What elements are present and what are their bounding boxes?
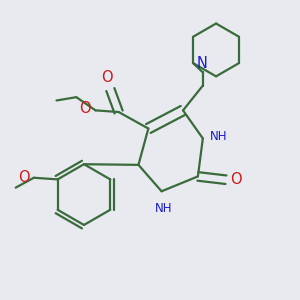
Text: N: N [197, 56, 208, 71]
Text: O: O [80, 101, 91, 116]
Text: O: O [18, 169, 30, 184]
Text: O: O [230, 172, 242, 187]
Text: NH: NH [210, 130, 228, 143]
Text: NH: NH [154, 202, 172, 215]
Text: O: O [101, 70, 113, 85]
